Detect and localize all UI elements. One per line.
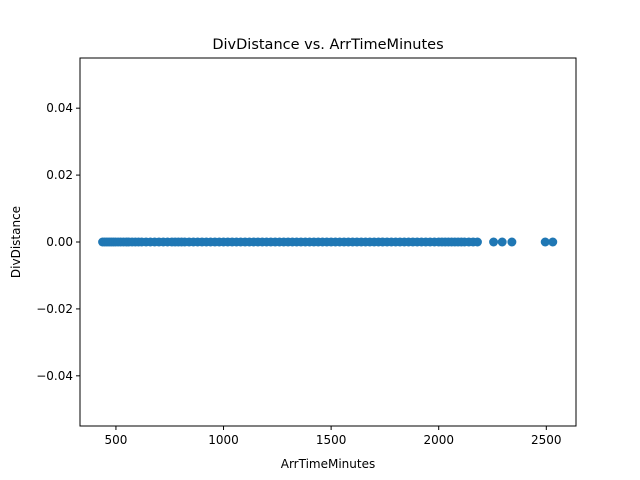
x-tick-label: 2500	[531, 433, 562, 447]
data-point	[472, 237, 482, 247]
y-tick-label: 0.04	[46, 101, 73, 115]
data-point	[540, 237, 550, 247]
y-tick-label: 0.00	[46, 235, 73, 249]
y-tick-label: 0.02	[46, 168, 73, 182]
data-point	[548, 237, 558, 247]
data-point	[497, 237, 507, 247]
x-axis-label: ArrTimeMinutes	[281, 457, 375, 471]
x-tick-label: 1000	[208, 433, 239, 447]
data-points	[98, 237, 558, 247]
y-tick-label: −0.04	[36, 369, 73, 383]
x-tick-label: 1500	[316, 433, 347, 447]
x-tick-label: 2000	[423, 433, 454, 447]
y-tick-label: −0.02	[36, 302, 73, 316]
y-axis-label: DivDistance	[9, 206, 23, 278]
data-point	[489, 237, 499, 247]
y-axis-ticks: −0.04 −0.02 0.00 0.02 0.04	[36, 101, 80, 383]
chart-title: DivDistance vs. ArrTimeMinutes	[212, 37, 443, 53]
x-tick-label: 500	[104, 433, 127, 447]
x-axis-ticks: 500 1000 1500 2000 2500	[104, 426, 562, 447]
data-point	[507, 237, 517, 247]
